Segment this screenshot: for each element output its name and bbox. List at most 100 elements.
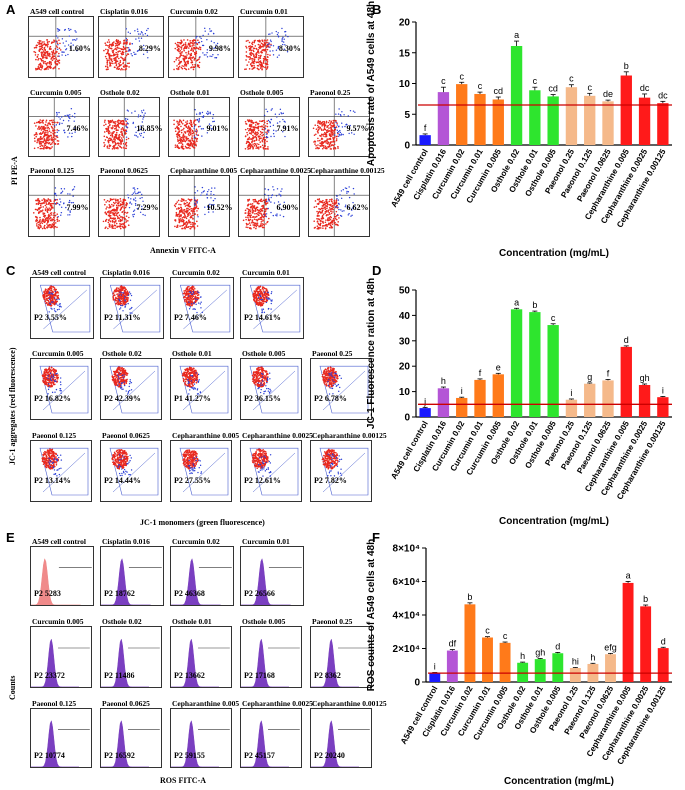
panel-c-y-axis-label: JC-1 aggregates (red fluorescence) <box>8 347 17 465</box>
histogram-plot <box>240 708 302 768</box>
jc1-plot <box>310 440 372 502</box>
bar <box>464 604 476 682</box>
gate-label: P1 <box>174 393 183 403</box>
plot-title: Cepharanthine 0.0025 <box>242 431 313 440</box>
gate-value: 6.78% <box>324 393 347 403</box>
bar <box>547 96 559 145</box>
gate-value: 10774 <box>44 751 65 761</box>
panel-letter-f: F <box>372 530 380 545</box>
plot-title: Osthole 0.01 <box>172 349 212 358</box>
jc1-plot-graphic <box>109 447 159 496</box>
plot-title: A549 cell control <box>30 7 85 16</box>
annexin-plot <box>238 16 304 78</box>
significance-letter: c <box>478 81 483 91</box>
gate-value: 46368 <box>184 589 205 599</box>
jc1-plot <box>170 277 234 339</box>
plot-title: Osthole 0.005 <box>240 88 284 97</box>
bar <box>640 606 652 682</box>
bar <box>620 75 632 145</box>
annexin-plot-graphic <box>99 17 163 77</box>
significance-letter: dc <box>658 90 668 100</box>
significance-letter: a <box>514 30 519 40</box>
gate-label: P2 <box>34 312 43 322</box>
gate-label: P2 <box>314 670 323 680</box>
significance-letter: de <box>603 89 613 99</box>
bar <box>547 325 559 417</box>
plot-value: P2 17168 <box>244 671 275 680</box>
plot-title: Curcumin 0.01 <box>240 7 288 16</box>
gate-label: P2 <box>104 393 113 403</box>
jc1-plot-graphic <box>39 284 91 333</box>
bar <box>429 673 441 682</box>
y-tick-label: 10 <box>399 79 411 90</box>
histogram-plot <box>240 546 304 606</box>
significance-letter: a <box>514 297 519 307</box>
histogram-plot <box>170 626 232 688</box>
significance-letter: g <box>587 372 592 382</box>
plot-percentage: P2 7.82% <box>314 476 347 485</box>
annexin-plot <box>238 97 300 157</box>
jc1-plot-graphic <box>39 365 89 414</box>
jc1-plot-graphic <box>179 365 229 414</box>
significance-letter: e <box>496 362 501 372</box>
annexin-plot <box>98 175 160 237</box>
histogram-plot <box>100 546 164 606</box>
plot-percentage: P2 14.61% <box>244 313 281 322</box>
x-axis-title: Concentration (mg/mL) <box>499 248 609 259</box>
chart-d-jc1-ratio: 0 10 20 30 40 50 JC-1 Fluorescence ration at 4… <box>366 278 672 527</box>
y-tick-label: 0 <box>404 413 410 424</box>
bar <box>620 346 632 417</box>
plot-value: P2 8362 <box>314 671 341 680</box>
panel-letter-b: B <box>372 2 382 17</box>
gate-value: 11486 <box>114 670 135 680</box>
plot-title: Cepharanthine 0.0025 <box>242 699 313 708</box>
annexin-plot <box>28 16 94 78</box>
y-axis-title: ROS counts of A549 cells at 48h <box>366 539 377 691</box>
plot-percentage: P2 16.82% <box>34 394 71 403</box>
gate-label: P2 <box>174 751 183 761</box>
gate-value: 59155 <box>184 751 205 761</box>
gate-value: 5283 <box>44 589 61 599</box>
gate-label: P2 <box>174 589 183 599</box>
bar <box>510 45 523 145</box>
bar <box>510 309 523 417</box>
plot-title: Paeonol 0.0625 <box>102 699 150 708</box>
significance-letter: a <box>626 570 631 580</box>
plot-percentage: 7.29% <box>136 202 159 212</box>
gate-value: 11.31% <box>114 312 141 322</box>
significance-letter: c <box>459 71 464 81</box>
significance-letter: efg <box>604 642 617 652</box>
plot-percentage: 8.30% <box>278 43 301 53</box>
jc1-plot <box>310 358 372 420</box>
y-tick-label: 40 <box>399 311 411 322</box>
gate-value: 16.82% <box>44 393 71 403</box>
jc1-plot-graphic <box>319 365 369 414</box>
panel-e-x-axis-label: ROS FITC-A <box>160 776 207 785</box>
histogram-plot <box>30 626 92 688</box>
annexin-plot-graphic <box>169 176 229 236</box>
plot-percentage: P2 12.61% <box>244 476 281 485</box>
gate-label: P2 <box>104 589 113 599</box>
jc1-plot <box>100 358 162 420</box>
jc1-plot-graphic <box>249 447 299 496</box>
significance-letter: i <box>434 661 436 671</box>
histogram-plot <box>240 626 302 688</box>
plot-title: Paeonol 0.25 <box>312 349 353 358</box>
panel-letter-a: A <box>6 2 16 17</box>
annexin-plot <box>308 97 370 157</box>
gate-value: 13662 <box>184 670 205 680</box>
annexin-plot <box>98 97 160 157</box>
bar <box>419 408 431 417</box>
plot-title: Paeonol 0.0625 <box>100 166 148 175</box>
plot-percentage: P1 41.27% <box>174 394 211 403</box>
gate-value: 36.15% <box>254 393 281 403</box>
histogram-plot <box>170 546 234 606</box>
plot-value: P2 5283 <box>34 589 61 598</box>
annexin-plot <box>238 175 300 237</box>
bar <box>474 93 486 145</box>
significance-letter: c <box>503 631 508 641</box>
plot-percentage: 7.46% <box>66 124 89 133</box>
plot-percentage: 6.90% <box>276 202 299 212</box>
histogram-plot <box>310 626 372 688</box>
bar <box>456 397 468 417</box>
